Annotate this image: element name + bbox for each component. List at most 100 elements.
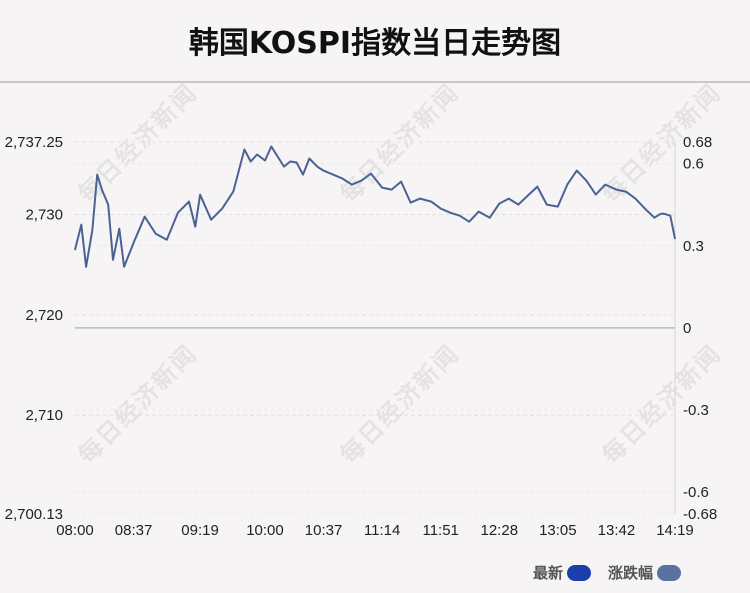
data-point: [256, 153, 258, 156]
data-point: [604, 183, 606, 186]
data-point: [316, 165, 318, 168]
data-point: [351, 183, 353, 186]
data-point: [669, 215, 671, 217]
legend-change-label: 涨跌幅: [608, 564, 654, 582]
legend-change-swatch: [657, 564, 682, 581]
data-point: [243, 148, 245, 151]
y-right-tick-label: 0.3: [683, 238, 704, 255]
x-tick-label: 08:00: [56, 522, 94, 539]
data-point: [232, 191, 234, 193]
title-divider: [0, 81, 750, 83]
x-tick-label: 13:42: [598, 522, 636, 539]
chart-title: 韩国KOSPI指数当日走势图: [188, 26, 562, 61]
series-line: [74, 145, 676, 268]
x-tick-label: 13:05: [539, 522, 577, 539]
data-point: [74, 249, 76, 251]
data-point: [85, 266, 87, 268]
x-tick-label: 09:19: [181, 522, 219, 539]
data-point: [644, 208, 646, 210]
data-point: [332, 173, 334, 176]
x-tick-label: 11:14: [364, 522, 400, 539]
y-right-tick-label: -0.6: [683, 484, 709, 501]
data-point: [107, 204, 109, 206]
data-point: [674, 238, 676, 240]
data-point: [221, 208, 223, 210]
data-point: [546, 204, 548, 206]
data-point: [250, 160, 252, 163]
data-point: [302, 173, 304, 176]
data-point: [118, 228, 120, 230]
data-point: [459, 215, 461, 217]
y-left-tick-label: 2,730: [25, 207, 63, 224]
data-point: [634, 198, 637, 200]
data-point: [410, 202, 412, 204]
y-left-tick-label: 2,710: [25, 407, 63, 424]
legend-change: 涨跌幅: [608, 562, 682, 583]
data-point: [132, 242, 135, 244]
data-point: [296, 161, 298, 164]
data-point: [625, 191, 627, 193]
x-tick-label: 08:37: [115, 522, 153, 539]
data-point: [96, 173, 98, 176]
data-point: [199, 194, 201, 196]
data-point: [615, 189, 618, 191]
data-point: [144, 216, 146, 218]
data-point: [430, 201, 432, 203]
data-point: [527, 195, 529, 197]
x-tick-label: 10:37: [305, 522, 343, 539]
data-point: [270, 145, 272, 148]
data-point: [517, 204, 519, 206]
data-point: [91, 229, 94, 231]
data-point: [660, 213, 662, 215]
data-point: [360, 179, 363, 182]
x-tick-label: 11:51: [422, 522, 458, 539]
data-point: [576, 169, 578, 172]
y-right-tick-label: 0.68: [683, 134, 712, 151]
data-point: [277, 155, 279, 158]
data-point: [663, 213, 665, 215]
data-point: [308, 157, 310, 160]
y-right-tick-label: 0: [683, 320, 691, 337]
data-point: [194, 226, 196, 228]
data-point: [498, 203, 500, 205]
data-point: [557, 206, 559, 208]
y-right-tick-label: 0.6: [683, 156, 704, 173]
data-point: [595, 194, 597, 196]
data-point: [322, 169, 325, 172]
data-point: [188, 201, 190, 203]
y-left-tick-label: 2,720: [25, 307, 63, 324]
y-right-tick-label: -0.3: [683, 402, 709, 419]
data-point: [391, 189, 393, 191]
data-point: [449, 212, 451, 214]
data-point: [370, 172, 372, 175]
data-point: [419, 198, 421, 200]
data-point: [210, 219, 212, 221]
data-point: [381, 186, 383, 189]
data-point: [80, 224, 82, 226]
data-point: [264, 159, 266, 162]
legend-latest-label: 最新: [533, 564, 564, 582]
x-tick-label: 14:19: [656, 522, 694, 539]
legend-latest-swatch: [567, 564, 592, 581]
y-right-tick-label: -0.68: [683, 506, 717, 523]
data-point: [566, 183, 568, 186]
data-point: [508, 198, 510, 200]
data-point: [101, 189, 103, 191]
data-point: [653, 217, 656, 219]
data-point: [112, 259, 114, 261]
y-left-tick-label: 2,737.25: [5, 134, 63, 151]
data-point: [283, 165, 285, 168]
data-point: [155, 233, 157, 235]
data-point: [489, 217, 491, 219]
data-point: [177, 212, 179, 214]
y-left-tick-label: 2,700.13: [5, 506, 63, 523]
data-point: [440, 208, 442, 210]
data-point: [536, 185, 538, 188]
data-point: [166, 239, 168, 241]
data-point: [468, 221, 470, 223]
data-point: [289, 160, 291, 163]
x-tick-label: 12:28: [481, 522, 519, 539]
data-point: [585, 179, 587, 182]
x-tick-label: 10:00: [246, 522, 284, 539]
data-point: [123, 266, 125, 268]
